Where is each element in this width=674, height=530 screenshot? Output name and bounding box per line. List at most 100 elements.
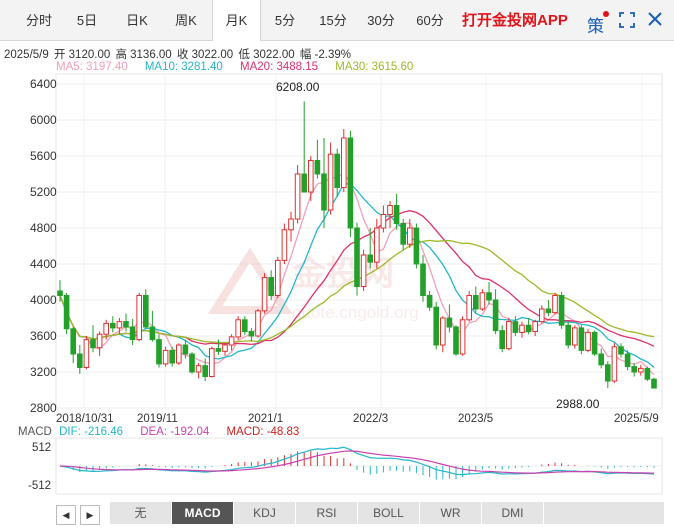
candle-down [129, 326, 136, 341]
watermark-logo: 金投网 quote.cngold.org [207, 247, 419, 322]
ohlc-info-row: 2025/5/9 开 3120.00 高 3136.00 收 3022.00 低… [4, 46, 353, 62]
candle-down [631, 366, 638, 373]
candle-down [301, 173, 308, 193]
candle-down [598, 353, 605, 366]
candle-down [400, 223, 407, 245]
tab-intraday[interactable]: 分时 [25, 13, 52, 28]
candle-up [222, 344, 228, 352]
dea-line [59, 450, 655, 474]
fullscreen-icon[interactable] [619, 12, 635, 28]
candle-down [76, 353, 83, 368]
indicator-tab-boll[interactable]: BOLL [358, 502, 420, 524]
info-open: 开 3120.00 [53, 49, 111, 61]
candle-up [255, 310, 261, 337]
scroll-right-button[interactable]: ▶ [80, 505, 100, 525]
candle-down [591, 331, 598, 355]
tab-daily-k[interactable]: 日K [126, 13, 148, 28]
tab-monthly-k[interactable]: 月K [212, 0, 261, 41]
x-tick-label: 2022/3 [353, 413, 388, 425]
candle-down [156, 339, 162, 365]
y-tick-label: 5600 [30, 149, 57, 163]
indicator-tab-kdj[interactable]: KDJ [234, 502, 296, 524]
candle-down [57, 290, 63, 296]
min-price-label: 2988.00 [556, 397, 600, 411]
indicator-tab-none[interactable]: 无 [110, 502, 172, 524]
candle-up [340, 137, 347, 188]
candle-up [479, 292, 486, 310]
info-low: 低 3022.00 [238, 49, 295, 61]
tab-weekly-k[interactable]: 周K [175, 13, 197, 28]
candle-down [149, 326, 156, 341]
ma20-label: MA20: 3488.15 [240, 61, 319, 73]
macd-top-tick: 512 [32, 442, 51, 454]
candle-up [505, 321, 512, 350]
indicator-tab-wr[interactable]: WR [420, 502, 482, 524]
tab-5min[interactable]: 5分 [274, 13, 296, 28]
candlestick-chart[interactable]: 金投网 quote.cngold.org 6400 6000 5600 5200 480… [0, 0, 674, 500]
candle-down [512, 321, 519, 333]
macd-dea: DEA: -192.04 [140, 426, 210, 438]
scroll-left-button[interactable]: ◀ [56, 505, 76, 525]
candle-down [215, 348, 222, 352]
candle-down [334, 153, 341, 188]
candle-down [314, 160, 321, 175]
strategy-icon[interactable]: 策 [587, 17, 604, 36]
candle-down [70, 328, 77, 355]
candle-up [439, 317, 446, 346]
candle-down [268, 277, 275, 296]
indicator-tab-rsi[interactable]: RSI [296, 502, 358, 524]
candle-up [195, 365, 202, 373]
candle-down [169, 349, 176, 364]
info-change: 幅 -2.39% [299, 49, 351, 61]
ma30-label: MA30: 3615.60 [335, 61, 414, 73]
indicator-tab-dmi[interactable]: DMI [482, 502, 544, 524]
candle-down [347, 137, 354, 229]
open-app-link[interactable]: 打开金投网APP [462, 12, 568, 29]
tab-30min[interactable]: 30分 [367, 13, 395, 28]
candle-up [552, 295, 558, 314]
candle-up [532, 321, 539, 333]
candle-up [83, 339, 90, 369]
candle-down [248, 331, 255, 337]
tab-60min[interactable]: 60分 [416, 13, 444, 28]
candle-down [558, 295, 565, 326]
candle-up [406, 227, 413, 245]
candle-up [466, 295, 473, 321]
moving-average-legend: MA5: 3197.40 MA10: 3281.40 MA20: 3488.15… [56, 61, 427, 73]
y-tick-label: 4800 [30, 221, 57, 235]
macd-legend: MACD DIF: -216.46 DEA: -192.04 MACD: -48… [18, 426, 313, 438]
close-icon[interactable] [646, 10, 664, 28]
candle-down [321, 173, 327, 211]
y-tick-label: 3200 [30, 365, 57, 379]
x-tick-label: 2025/5/9 [614, 413, 659, 425]
candle-down [420, 263, 426, 296]
candle-up [585, 331, 591, 351]
candle-down [182, 344, 189, 355]
tab-15min[interactable]: 15分 [319, 13, 347, 28]
candle-up [380, 214, 387, 229]
period-tab-bar: 分时 5日 日K 周K 月K 5分 15分 30分 60分 打开金投网APP 策 [0, 0, 674, 41]
y-tick-label: 6400 [30, 77, 57, 91]
candle-down [499, 330, 506, 350]
candle-down [492, 299, 499, 332]
indicator-tab-macd[interactable]: MACD [172, 502, 234, 524]
tab-5day[interactable]: 5日 [76, 13, 98, 28]
candle-down [426, 295, 433, 308]
candle-down [202, 365, 209, 378]
candle-down [525, 324, 532, 333]
candle-up [519, 324, 525, 333]
macd-dif: DIF: -216.46 [59, 426, 123, 438]
candle-up [360, 254, 367, 287]
ma5-label: MA5: 3197.40 [56, 61, 128, 73]
ma10-label: MA10: 3281.40 [144, 61, 223, 73]
candle-down [413, 227, 420, 265]
candle-up [307, 160, 314, 193]
candle-down [354, 227, 360, 287]
candle-down [472, 295, 479, 310]
y-tick-label: 6000 [30, 113, 57, 127]
candle-up [327, 153, 334, 211]
candle-up [611, 346, 618, 382]
candle-up [261, 277, 268, 312]
info-high: 高 3136.00 [115, 49, 172, 61]
candle-down [578, 327, 585, 351]
